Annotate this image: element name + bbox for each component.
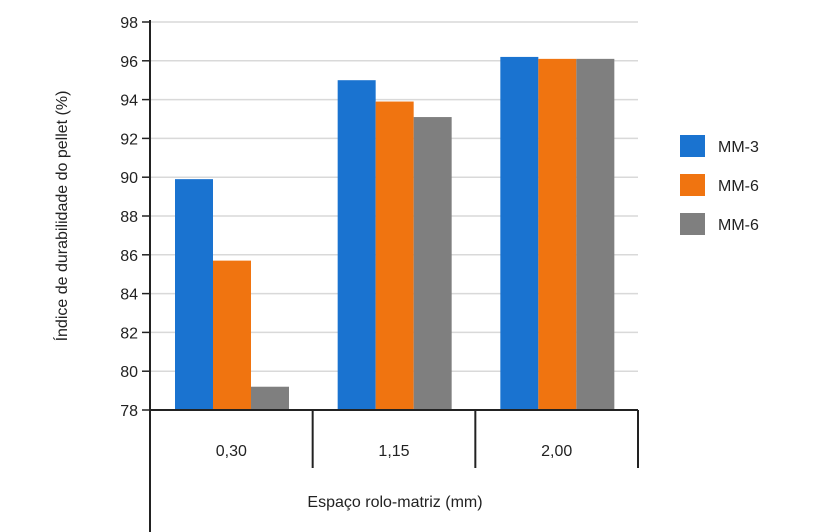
y-tick-label: 84 bbox=[120, 287, 138, 304]
bar-mm-6-0 bbox=[213, 260, 251, 410]
y-tick-label: 90 bbox=[120, 170, 138, 187]
bar-mm-6-1 bbox=[375, 101, 414, 410]
y-tick-label: 88 bbox=[120, 209, 138, 226]
bar-mm-6-2 bbox=[538, 58, 577, 411]
bar-mm-3-1 bbox=[337, 80, 376, 410]
legend-label: MM-6 bbox=[718, 217, 759, 234]
legend-swatch bbox=[680, 135, 705, 157]
y-tick-label: 86 bbox=[120, 248, 138, 265]
x-tick-label: 0,30 bbox=[216, 443, 247, 460]
x-tick-label: 2,00 bbox=[541, 443, 572, 460]
y-tick-label: 78 bbox=[120, 403, 138, 420]
y-axis-title: Índice de durabilidade do pellet (%) bbox=[52, 91, 71, 342]
y-tick-label: 98 bbox=[120, 15, 138, 32]
x-axis-title: Espaço rolo-matriz (mm) bbox=[307, 494, 482, 511]
legend-swatch bbox=[680, 174, 705, 196]
bar-mm-3-0 bbox=[175, 179, 213, 410]
bar-mm-6-1 bbox=[413, 117, 452, 410]
x-tick-label: 1,15 bbox=[378, 443, 409, 460]
y-tick-label: 92 bbox=[120, 131, 138, 148]
bar-mm-6-0 bbox=[251, 386, 289, 410]
y-tick-label: 96 bbox=[120, 54, 138, 71]
y-tick-label: 82 bbox=[120, 325, 138, 342]
bar-mm-6-2 bbox=[576, 58, 615, 411]
bar-mm-3-2 bbox=[500, 56, 539, 411]
y-tick-label: 94 bbox=[120, 93, 138, 110]
legend-swatch bbox=[680, 213, 705, 235]
legend-label: MM-3 bbox=[718, 139, 759, 156]
y-tick-label: 80 bbox=[120, 364, 138, 381]
legend-label: MM-6 bbox=[718, 178, 759, 195]
